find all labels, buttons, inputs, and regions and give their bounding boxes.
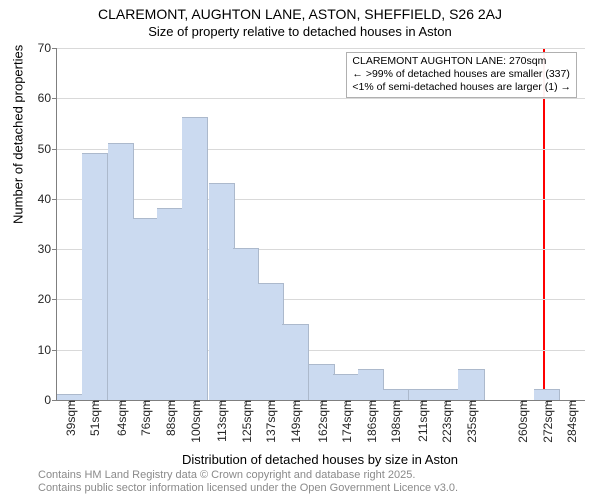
xtick-label: 223sqm <box>438 400 454 443</box>
xtick-label: 272sqm <box>539 400 555 443</box>
chart-title-sub: Size of property relative to detached ho… <box>0 24 600 39</box>
xtick-label: 51sqm <box>86 400 102 436</box>
legend-line-2: ← >99% of detached houses are smaller (3… <box>352 68 571 81</box>
y-axis-label: Number of detached properties <box>11 45 26 224</box>
histogram-bar <box>309 364 335 400</box>
xtick-label: 113sqm <box>213 400 229 442</box>
xtick-label: 235sqm <box>463 400 479 443</box>
attribution-text: Contains HM Land Registry data © Crown c… <box>38 469 458 497</box>
ytick-label: 20 <box>38 292 57 306</box>
histogram-bar <box>333 374 359 400</box>
xtick-label: 137sqm <box>262 400 278 443</box>
ytick-label: 40 <box>38 192 57 206</box>
ytick-label: 50 <box>38 142 57 156</box>
histogram-bar <box>108 143 134 400</box>
ytick-label: 10 <box>38 343 57 357</box>
legend-line-1: CLAREMONT AUGHTON LANE: 270sqm <box>352 55 571 68</box>
ytick-label: 70 <box>38 41 57 55</box>
histogram-bar <box>383 389 409 400</box>
histogram-bar <box>434 389 460 400</box>
xtick-label: 76sqm <box>137 400 153 436</box>
xtick-label: 100sqm <box>187 400 203 443</box>
xtick-label: 211sqm <box>414 400 430 442</box>
chart-title-main: CLAREMONT, AUGHTON LANE, ASTON, SHEFFIEL… <box>0 6 600 22</box>
histogram-bar <box>282 324 308 400</box>
xtick-label: 125sqm <box>238 400 254 443</box>
histogram-bar <box>157 208 183 400</box>
gridline <box>57 98 585 99</box>
gridline <box>57 149 585 150</box>
legend-line-3: <1% of semi-detached houses are larger (… <box>352 81 571 94</box>
gridline <box>57 199 585 200</box>
plot-area: CLAREMONT AUGHTON LANE: 270sqm ← >99% of… <box>56 48 585 401</box>
xtick-label: 174sqm <box>338 400 354 443</box>
ytick-label: 30 <box>38 242 57 256</box>
histogram-bar <box>133 218 159 400</box>
xtick-label: 260sqm <box>514 400 530 443</box>
property-marker-line <box>543 48 545 400</box>
xtick-label: 88sqm <box>162 400 178 436</box>
histogram-bar <box>458 369 484 400</box>
ytick-label: 0 <box>44 393 57 407</box>
xtick-label: 149sqm <box>287 400 303 443</box>
histogram-bar <box>409 389 435 400</box>
gridline <box>57 48 585 49</box>
xtick-label: 198sqm <box>387 400 403 443</box>
xtick-label: 186sqm <box>363 400 379 443</box>
legend-box: CLAREMONT AUGHTON LANE: 270sqm ← >99% of… <box>346 52 577 98</box>
histogram-bar <box>358 369 384 400</box>
xtick-label: 162sqm <box>314 400 330 443</box>
histogram-bar <box>233 248 259 400</box>
histogram-bar <box>258 283 284 400</box>
xtick-label: 284sqm <box>563 400 579 443</box>
histogram-bar <box>182 117 208 400</box>
attribution-line-1: Contains HM Land Registry data © Crown c… <box>38 469 458 483</box>
x-axis-label: Distribution of detached houses by size … <box>56 452 584 467</box>
attribution-line-2: Contains public sector information licen… <box>38 482 458 496</box>
xtick-label: 64sqm <box>113 400 129 436</box>
histogram-bar <box>209 183 235 400</box>
xtick-label: 39sqm <box>62 400 78 436</box>
chart-container: CLAREMONT, AUGHTON LANE, ASTON, SHEFFIEL… <box>0 0 600 500</box>
histogram-bar <box>534 389 560 400</box>
ytick-label: 60 <box>38 91 57 105</box>
histogram-bar <box>82 153 108 400</box>
